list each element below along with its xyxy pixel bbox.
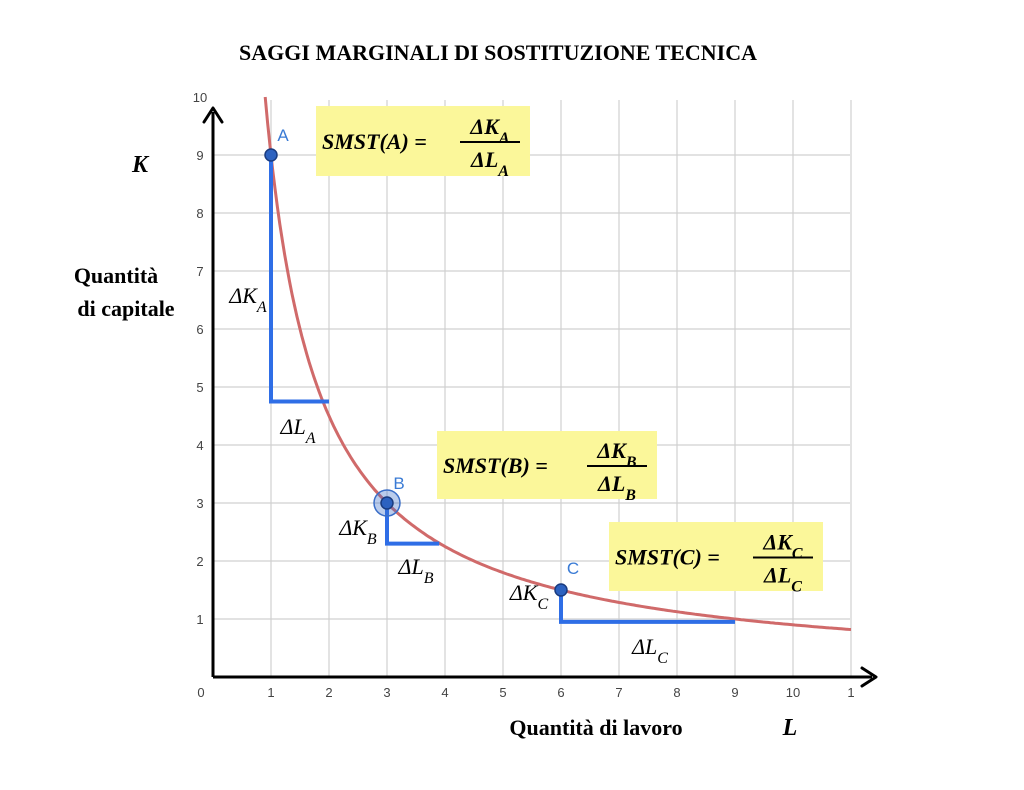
y-tick-label: 4: [196, 438, 203, 453]
chart-title: SAGGI MARGINALI DI SOSTITUZIONE TECNICA: [239, 40, 757, 65]
point-A: [264, 148, 278, 162]
y-axis-arrow: [202, 106, 224, 124]
x-axis-label: Quantità di lavoro: [509, 715, 682, 740]
formula-numerator: ΔKC: [762, 530, 802, 563]
steps: ΔKA ΔLA ΔKB ΔLB ΔKC ΔLC: [228, 155, 735, 667]
y-axis-label-line1: Quantità: [74, 263, 158, 288]
delta-k-label-C: ΔKC: [509, 580, 549, 613]
y-tick-label: 10: [193, 90, 207, 105]
formula-lhs: SMST(C) =: [615, 545, 720, 570]
point-label-B: B: [393, 474, 404, 493]
x-tick-label: 1: [267, 685, 274, 700]
x-tick-label: 9: [731, 685, 738, 700]
formula-lhs: SMST(B) =: [443, 453, 548, 478]
y-axis-symbol: K: [131, 152, 150, 178]
x-axis-arrow: [860, 666, 878, 688]
y-tick-label: 7: [196, 264, 203, 279]
points: A B C: [264, 126, 579, 597]
delta-k-label-A: ΔKA: [228, 283, 267, 316]
x-tick-label: 7: [615, 685, 622, 700]
x-tick-label: 5: [499, 685, 506, 700]
y-tick-label: 1: [196, 612, 203, 627]
formula-lhs: SMST(A) =: [322, 129, 427, 154]
formula-denominator: ΔLA: [470, 147, 509, 180]
x-tick-label: 2: [325, 685, 332, 700]
y-tick-label: 8: [196, 206, 203, 221]
formula-denominator: ΔLC: [763, 563, 802, 596]
x-tick-label: 0: [197, 685, 204, 700]
delta-k-label-B: ΔKB: [338, 515, 377, 548]
y-tick-label: 9: [196, 148, 203, 163]
point-label-A: A: [277, 126, 289, 145]
y-tick-label: 2: [196, 554, 203, 569]
delta-l-label-A: ΔLA: [280, 414, 316, 447]
y-tick-label: 5: [196, 380, 203, 395]
y-tick-label: 6: [196, 322, 203, 337]
x-axis-symbol: L: [782, 715, 798, 741]
step-A: [269, 155, 329, 404]
point-B: [380, 496, 394, 510]
x-tick-label: 10: [786, 685, 800, 700]
point-C: [554, 583, 568, 597]
x-tick-label: 1: [847, 685, 854, 700]
delta-l-label-B: ΔLB: [398, 554, 434, 587]
x-tick-label: 8: [673, 685, 680, 700]
step-C: [559, 590, 735, 624]
x-tick-label: 4: [441, 685, 448, 700]
x-tick-label: 3: [383, 685, 390, 700]
y-tick-label: 3: [196, 496, 203, 511]
delta-l-label-C: ΔLC: [631, 634, 668, 667]
y-axis-label-line2: di capitale: [77, 296, 174, 321]
x-tick-label: 6: [557, 685, 564, 700]
formula-denominator: ΔLB: [597, 471, 636, 504]
point-label-C: C: [567, 559, 579, 578]
